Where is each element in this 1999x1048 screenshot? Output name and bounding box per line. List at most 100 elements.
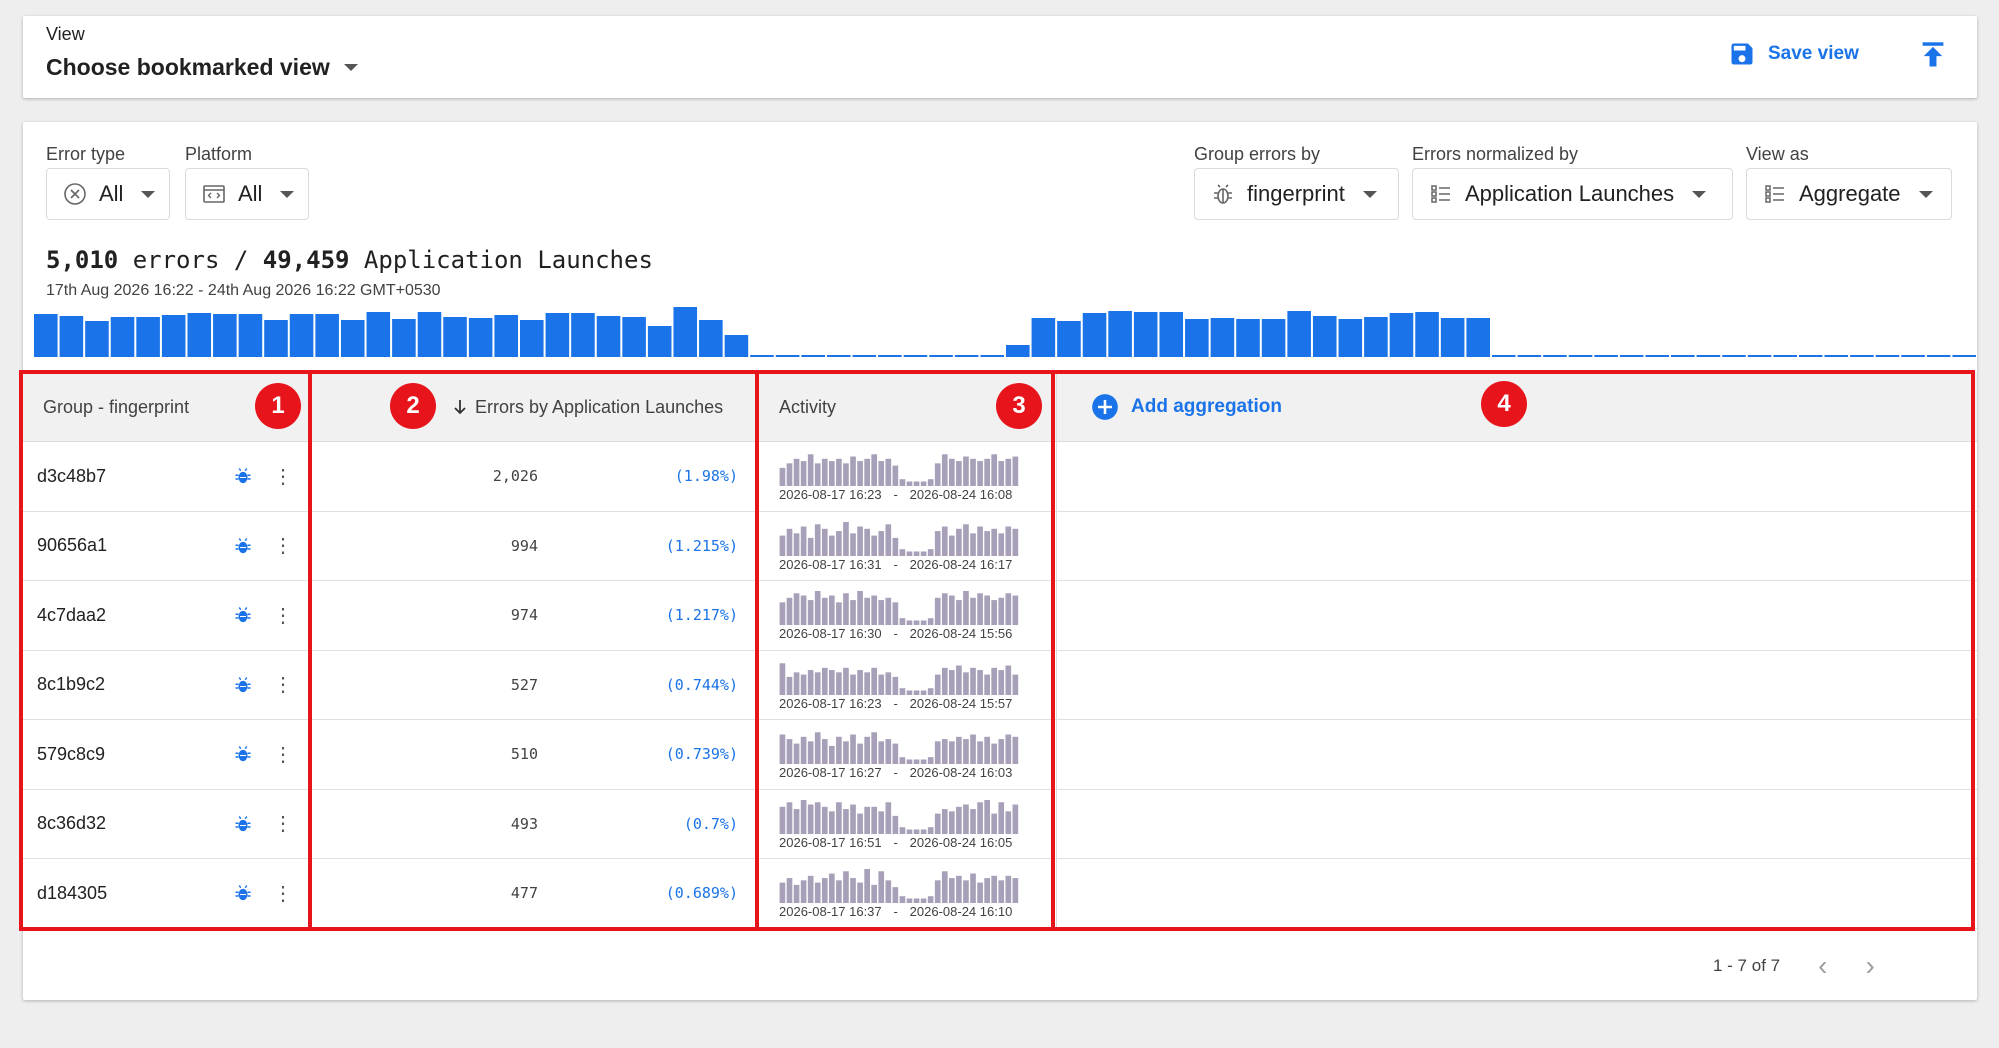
platform-select[interactable]: All (185, 168, 310, 220)
header-errors-by-launches[interactable]: Errors by Application Launches (453, 372, 723, 442)
sparkline-bar (927, 826, 934, 834)
sparkline-bar (836, 459, 842, 487)
sparkline-bar (963, 672, 969, 695)
add-aggregation-button[interactable]: Add aggregation (1091, 372, 1282, 442)
bug-icon-glyph (235, 746, 251, 762)
sparkline-bar (878, 871, 885, 904)
sparkline-bar (892, 602, 899, 626)
header-activity[interactable]: Activity (779, 396, 837, 417)
sparkline-bar (885, 880, 892, 904)
upload-button[interactable] (1919, 40, 1947, 75)
histogram-bar (1747, 355, 1772, 357)
more-options-icon[interactable]: ⋮ (273, 813, 293, 836)
sparkline-bar (829, 669, 835, 695)
histogram-bar (545, 313, 570, 357)
sparkline-bar (878, 741, 885, 765)
sparkline-bar (800, 674, 807, 695)
histogram-bar (136, 317, 160, 357)
histogram-bar (596, 316, 621, 357)
errors-panel: Error type All Platform All Group errors… (23, 122, 1977, 1000)
sparkline-bar (977, 882, 983, 904)
activity-dash: - (893, 834, 898, 850)
activity-dates: 2026-08-17 16:51-2026-08-24 16:05 (779, 835, 1012, 850)
sparkline-bar (913, 690, 920, 695)
chevron-left-icon[interactable]: ‹ (1818, 950, 1828, 981)
table-row[interactable]: 8c1b9c2 ⋮ 527 (0.744%) 2026-08-17 16:23-… (23, 651, 1977, 720)
view-as-select[interactable]: Aggregate (1746, 168, 1952, 220)
bug-icon (1214, 184, 1232, 204)
sparkline-bar (984, 595, 990, 626)
more-options-icon[interactable]: ⋮ (273, 604, 293, 627)
fingerprint-hash[interactable]: 579c8c9 (37, 743, 106, 764)
sparkline-bar (963, 456, 969, 487)
bug-icon[interactable] (234, 790, 252, 859)
sparkline-bar (956, 806, 962, 834)
histogram-bar (878, 355, 902, 357)
activity-start: 2026-08-17 16:23 (779, 487, 882, 503)
fingerprint-hash[interactable]: 90656a1 (37, 535, 108, 556)
sparkline-bar (984, 878, 990, 904)
bug-icon[interactable] (234, 720, 252, 789)
sparkline-bar (807, 804, 814, 834)
bug-icon[interactable] (234, 442, 252, 511)
activity-dates: 2026-08-17 16:30-2026-08-24 15:56 (779, 626, 1012, 641)
save-view-label: Save view (1768, 43, 1859, 64)
fingerprint-hash[interactable]: 8c1b9c2 (37, 674, 106, 695)
sparkline-bar (920, 481, 927, 487)
header-group-fingerprint[interactable]: Group - fingerprint (43, 396, 190, 417)
sparkline-bar (871, 885, 878, 904)
fingerprint-hash[interactable]: 8c36d32 (37, 813, 107, 834)
fingerprint-hash[interactable]: d184305 (37, 882, 108, 903)
sparkline-bar (850, 674, 856, 695)
error-type-select[interactable]: All (46, 168, 171, 220)
table-row[interactable]: d3c48b7 ⋮ 2,026 (1.98%) 2026-08-17 16:23… (23, 442, 1977, 512)
more-options-icon[interactable]: ⋮ (273, 465, 293, 488)
table-row[interactable]: 8c36d32 ⋮ 493 (0.7%) 2026-08-17 16:51-20… (23, 790, 1977, 859)
normalized-by-select[interactable]: Application Launches (1412, 168, 1733, 220)
table-row[interactable]: 4c7daa2 ⋮ 974 (1.217%) 2026-08-17 16:30-… (23, 581, 1977, 651)
bug-icon[interactable] (234, 859, 252, 928)
sparkline-bar (970, 598, 976, 626)
sparkline-bar (786, 878, 793, 904)
fingerprint-hash[interactable]: d3c48b7 (37, 465, 107, 486)
save-view-button[interactable]: Save view (1728, 40, 1859, 68)
more-options-icon[interactable]: ⋮ (273, 882, 293, 905)
bug-icon[interactable] (234, 581, 252, 650)
sparkline-bar (920, 829, 927, 834)
table-row[interactable]: 90656a1 ⋮ 994 (1.215%) 2026-08-17 16:31-… (23, 512, 1977, 581)
more-options-icon[interactable]: ⋮ (273, 743, 293, 766)
sparkline-bar (913, 829, 920, 834)
error-percentage: (1.98%) (674, 467, 738, 486)
table-row[interactable]: 579c8c9 ⋮ 510 (0.739%) 2026-08-17 16:27-… (23, 720, 1977, 790)
sparkline-bar (800, 737, 807, 765)
bug-icon[interactable] (234, 651, 252, 720)
sparkline-bar (991, 743, 998, 765)
sparkline-bar (1012, 804, 1019, 834)
table-row[interactable]: d184305 ⋮ 477 (0.689%) 2026-08-17 16:37-… (23, 859, 1977, 929)
bug-icon[interactable] (234, 512, 252, 581)
histogram-bar (1875, 355, 1900, 357)
sparkline-bar (871, 454, 878, 487)
sparkline-bar (843, 593, 849, 626)
sparkline-bar (977, 802, 983, 834)
chevron-right-icon[interactable]: › (1865, 950, 1875, 981)
sparkline-bar (1012, 674, 1019, 695)
histogram-bar (1364, 317, 1388, 357)
more-options-icon[interactable]: ⋮ (273, 535, 293, 558)
sparkline-bar (941, 526, 948, 556)
sparkline-bar (864, 459, 870, 487)
fingerprint-hash[interactable]: 4c7daa2 (37, 604, 107, 625)
sparkline-bar (843, 667, 849, 695)
sparkline-bar (906, 829, 913, 834)
sparkline-bar (871, 595, 878, 626)
bookmarked-view-select[interactable]: Choose bookmarked view (46, 54, 358, 81)
histogram-bar (34, 314, 58, 357)
sparkline-bar (998, 598, 1005, 626)
activity-cell: 2026-08-17 16:31-2026-08-24 16:17 (779, 512, 1049, 581)
group-by-select[interactable]: fingerprint (1194, 168, 1399, 220)
more-options-icon[interactable]: ⋮ (273, 674, 293, 697)
sparkline-bar (878, 461, 885, 487)
sparkline-bar (878, 530, 885, 556)
view-as-label: View as (1746, 144, 1809, 164)
sparkline-bar (977, 593, 983, 626)
